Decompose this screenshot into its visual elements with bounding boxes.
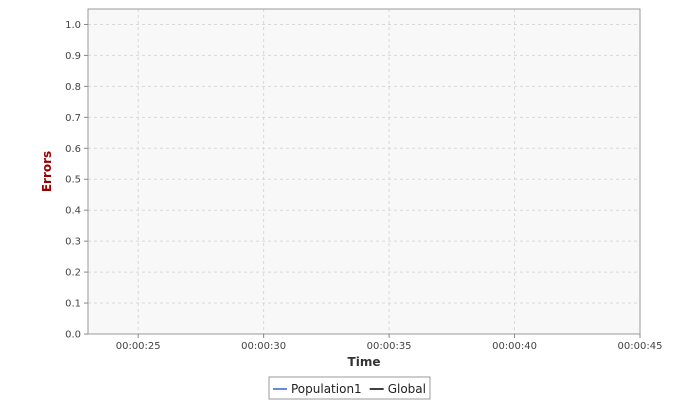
y-tick-label: 0.7 [65,113,81,124]
y-tick-label: 0.8 [65,82,81,93]
legend-box [268,376,431,400]
y-tick-label: 1.0 [65,20,81,31]
y-tick-label: 0.2 [65,268,81,279]
x-tick-label: 00:00:40 [492,341,537,352]
y-axis-title: Errors [40,151,54,192]
x-tick-label: 00:00:25 [116,341,161,352]
y-tick-label: 0.5 [65,175,81,186]
legend: Population1 Global [268,376,431,400]
y-tick-label: 0.3 [65,237,81,248]
plot-border [87,8,641,335]
x-axis: 00:00:25 00:00:30 00:00:35 00:00:40 00:00:45 [116,334,663,352]
grid-lines [88,9,641,335]
y-tick-label: 0.0 [65,330,81,341]
y-tick-label: 0.9 [65,51,81,62]
legend-label: Population1 [291,382,362,396]
y-tick-label: 0.4 [65,206,81,217]
y-tick-label: 0.6 [65,144,81,155]
y-tick-label: 0.1 [65,299,81,310]
x-tick-label: 00:00:30 [241,341,286,352]
plot-area [88,9,640,334]
x-tick-label: 00:00:45 [618,341,663,352]
y-axis: 0.0 0.1 0.2 0.3 0.4 0.5 0.6 0.7 0.8 0.9 1.0 [65,20,88,341]
x-axis-title: Time [348,355,381,369]
legend-label: Global [388,382,426,396]
x-tick-label: 00:00:35 [367,341,412,352]
